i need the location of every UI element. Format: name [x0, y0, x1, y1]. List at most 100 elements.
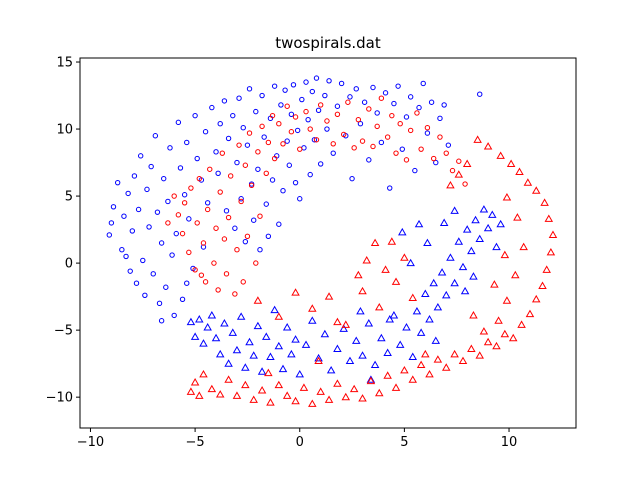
triangle-marker: [320, 329, 330, 338]
triangle-marker: [469, 310, 478, 319]
circle-marker: [263, 170, 269, 176]
triangle-marker: [421, 349, 430, 358]
circle-marker: [374, 123, 380, 130]
circle-marker: [324, 126, 330, 132]
circle-marker: [144, 186, 150, 193]
triangle-marker: [496, 219, 505, 228]
plot-frame: [79, 57, 577, 429]
triangle-marker: [282, 323, 292, 331]
circle-marker: [428, 99, 435, 105]
circle-marker: [445, 142, 452, 148]
circle-marker: [163, 284, 169, 290]
circle-marker: [303, 79, 309, 85]
circle-marker: [303, 108, 309, 115]
circle-marker: [213, 225, 219, 231]
circle-marker: [449, 167, 456, 174]
triangle-marker: [439, 218, 449, 226]
triangle-marker: [245, 337, 254, 346]
circle-marker: [221, 98, 228, 104]
circle-marker: [437, 134, 443, 140]
triangle-marker: [538, 281, 547, 289]
triangle-marker: [548, 230, 558, 239]
circle-marker: [251, 217, 257, 223]
circle-marker: [349, 175, 355, 182]
circle-marker: [184, 280, 190, 286]
triangle-marker: [458, 356, 468, 365]
circle-marker: [366, 157, 372, 163]
triangle-marker: [523, 178, 533, 186]
circle-marker: [129, 228, 136, 234]
circle-marker: [414, 110, 420, 116]
triangle-marker: [414, 219, 424, 228]
circle-marker: [397, 120, 403, 127]
circle-marker: [179, 230, 186, 237]
triangle-marker: [496, 151, 505, 159]
ticks-layer: −10 −5 0 5 10 −10 −5 0 5 10 15: [46, 56, 518, 450]
circle-marker: [232, 291, 238, 297]
triangle-marker: [471, 215, 480, 224]
circle-marker: [269, 112, 276, 119]
triangle-marker: [389, 310, 399, 319]
triangle-marker: [467, 246, 476, 255]
circle-marker: [351, 145, 357, 151]
circle-marker: [393, 150, 399, 156]
circle-marker: [418, 146, 424, 152]
circle-marker: [311, 137, 318, 143]
triangle-marker: [511, 270, 520, 279]
triangle-marker: [381, 265, 390, 273]
circle-marker: [158, 318, 165, 324]
triangle-marker: [215, 349, 225, 358]
circle-marker: [169, 252, 175, 258]
circle-marker: [370, 84, 376, 91]
triangle-marker: [282, 391, 292, 399]
triangle-marker: [525, 309, 535, 318]
triangle-marker: [492, 242, 501, 251]
circle-marker: [265, 233, 272, 239]
circle-marker: [263, 201, 269, 207]
triangle-marker: [262, 332, 271, 340]
circle-marker: [238, 198, 244, 205]
circle-marker: [271, 155, 278, 162]
circle-marker: [165, 198, 171, 205]
triangle-marker: [224, 359, 233, 367]
circle-marker: [313, 137, 320, 143]
triangle-marker: [291, 335, 300, 343]
circle-marker: [424, 125, 431, 131]
triangle-marker: [454, 237, 464, 245]
circle-marker: [177, 165, 184, 171]
triangle-marker: [408, 352, 418, 360]
triangle-marker: [257, 367, 267, 375]
triangle-marker: [450, 278, 459, 287]
y-tick-label: 5: [65, 190, 73, 205]
x-tick-label: 10: [501, 435, 518, 450]
circle-marker: [175, 212, 182, 218]
circle-marker: [433, 159, 439, 166]
triangle-marker: [341, 320, 351, 328]
circle-marker: [326, 78, 332, 84]
triangle-marker: [333, 344, 342, 352]
triangle-marker: [186, 317, 196, 326]
triangle-marker: [308, 316, 317, 324]
triangle-marker: [406, 258, 415, 267]
triangle-marker: [500, 329, 510, 338]
triangle-marker: [425, 315, 434, 323]
circle-marker: [412, 167, 418, 174]
circle-marker: [232, 225, 238, 231]
circle-marker: [334, 103, 341, 109]
triangle-marker: [324, 395, 334, 403]
circle-marker: [324, 118, 330, 124]
triangle-marker: [502, 296, 512, 304]
circle-marker: [209, 104, 215, 111]
triangle-marker: [395, 340, 405, 348]
triangle-marker: [490, 280, 499, 288]
circle-marker: [192, 112, 198, 119]
triangle-marker: [462, 225, 472, 233]
triangle-marker: [421, 289, 430, 297]
triangle-marker: [416, 360, 426, 369]
triangle-marker: [544, 214, 554, 222]
circle-marker: [227, 173, 234, 179]
circle-marker: [202, 129, 209, 135]
circle-marker: [309, 88, 316, 95]
circle-marker: [142, 292, 148, 298]
circle-marker: [280, 141, 286, 147]
